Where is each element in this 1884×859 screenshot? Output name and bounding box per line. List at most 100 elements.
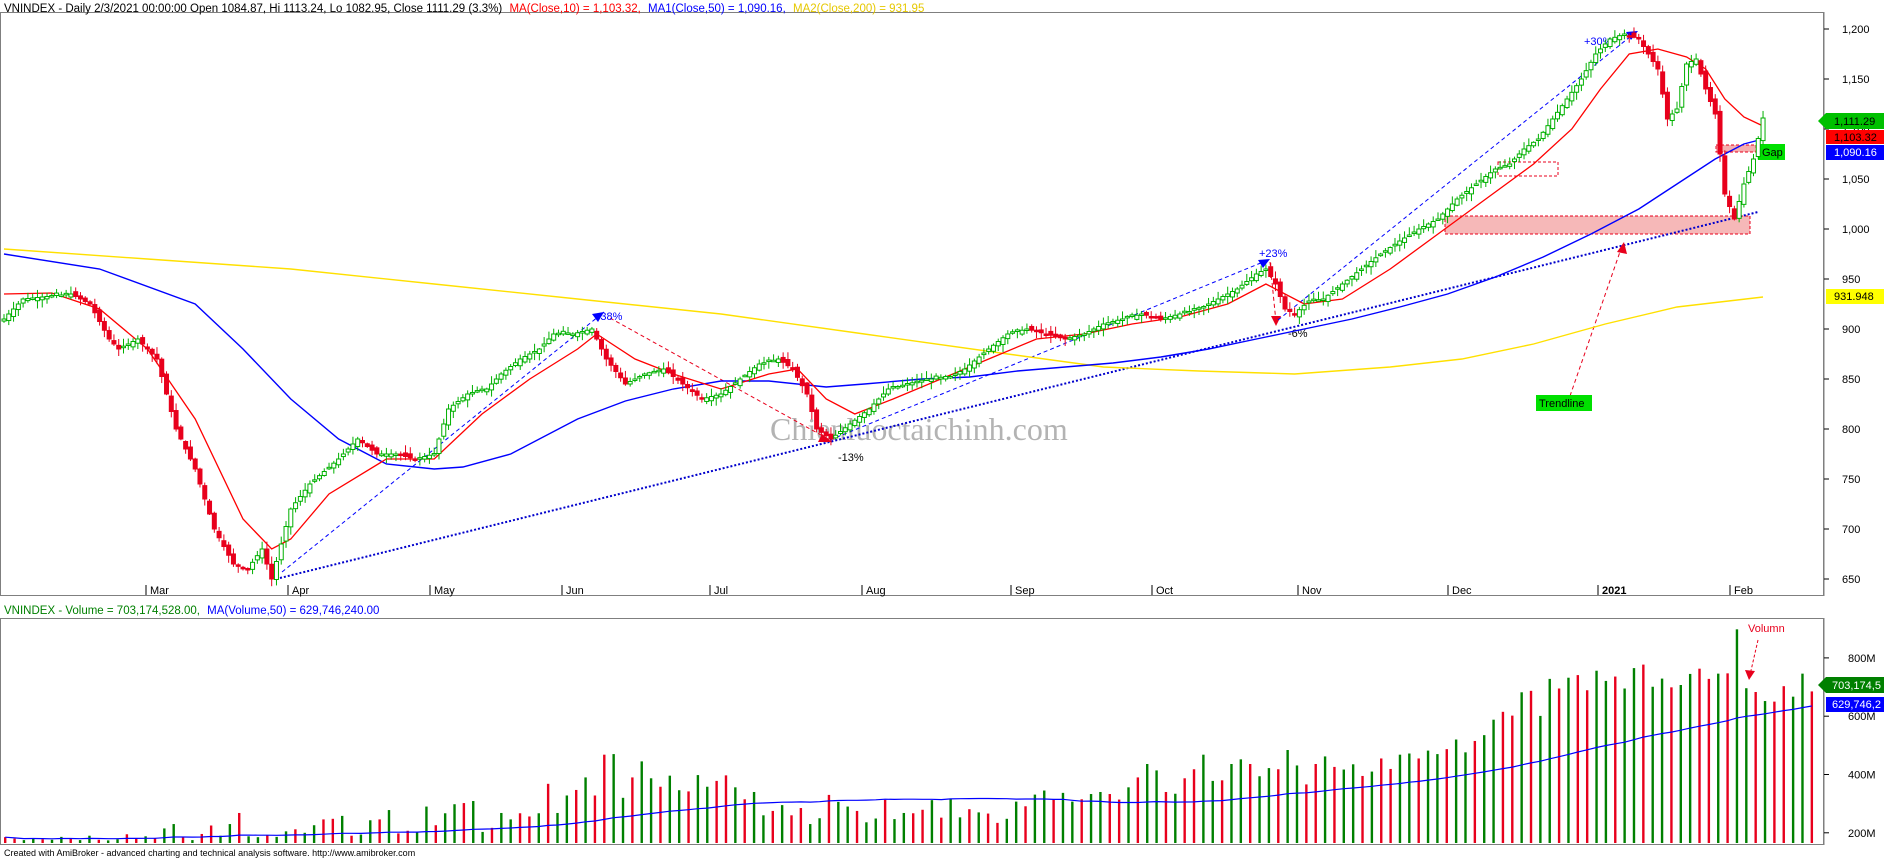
candle-body: [1124, 315, 1130, 319]
volume-bar: [369, 820, 372, 843]
candle-body: [412, 458, 418, 461]
candle-body: [1664, 91, 1670, 120]
candle-body: [484, 388, 490, 393]
volume-bar: [809, 824, 812, 843]
candle-body: [866, 408, 872, 416]
volume-bar: [1183, 778, 1186, 843]
volume-bar: [649, 778, 653, 843]
candle-body: [689, 389, 695, 393]
candle-body: [307, 483, 313, 494]
close-tag-bg: [1818, 113, 1884, 129]
volume-bar: [874, 818, 877, 843]
volume-ma-tag-bg: [1826, 697, 1884, 712]
volume-bar: [462, 803, 466, 843]
candle-body: [125, 343, 131, 346]
candle-body: [708, 396, 714, 402]
candle-body: [1191, 308, 1197, 311]
candle-body: [646, 372, 652, 376]
candle-body: [1186, 311, 1192, 314]
ma200-tag: 931.948: [1834, 291, 1874, 303]
candle-body: [718, 393, 724, 398]
candle-body: [1153, 316, 1159, 319]
candle-body: [555, 332, 561, 336]
volume-bar: [1333, 766, 1336, 843]
wave-arrow-38: [281, 311, 605, 573]
candle-body: [216, 530, 222, 539]
candle-body: [1387, 247, 1393, 254]
gap-label-bg: [1758, 144, 1785, 160]
candle-body: [364, 443, 370, 447]
volume-bar: [1557, 688, 1561, 843]
volume-bar: [78, 840, 82, 843]
candle-body: [1249, 277, 1255, 282]
candle-body: [1311, 298, 1317, 302]
candle-body: [1760, 117, 1766, 142]
candle-body: [6, 313, 12, 322]
candle-body: [1449, 203, 1455, 212]
candle-body: [1363, 264, 1369, 268]
candle-body: [1612, 36, 1618, 43]
volume-bar: [1127, 787, 1130, 843]
volume-bar: [1370, 771, 1374, 843]
candle-body: [1053, 333, 1059, 338]
ma50-tag-bg: [1826, 145, 1884, 160]
candle-body: [651, 370, 657, 374]
candle-body: [379, 453, 385, 457]
candlesticks: [1, 27, 1766, 587]
candle-body: [436, 438, 442, 454]
volume-bar: [1623, 688, 1626, 843]
volume-bar: [378, 819, 381, 843]
volume-bar: [443, 813, 447, 843]
candle-body: [1402, 237, 1408, 243]
candle-body: [828, 433, 834, 440]
candle-body: [1626, 35, 1632, 38]
candle-body: [584, 329, 590, 335]
candle-body: [1445, 208, 1451, 217]
candle-body: [517, 358, 523, 367]
volume-bar: [106, 840, 110, 843]
volume-bar: [1520, 692, 1523, 843]
candle-body: [814, 409, 820, 430]
candle-body: [1038, 329, 1044, 334]
volume-bar: [284, 831, 288, 843]
candle-body: [355, 438, 361, 447]
volume-bar: [1492, 719, 1495, 843]
volume-bar: [1454, 739, 1458, 843]
volume-bar: [359, 834, 363, 843]
volume-axis-ticks: 200M 400M 600M 800M: [1824, 653, 1876, 840]
volume-bar: [940, 817, 943, 843]
candle-body: [479, 388, 485, 392]
candle-body: [1555, 111, 1560, 120]
footer-credit: Created with AmiBroker - advanced charti…: [4, 848, 415, 858]
candle-body: [1583, 70, 1589, 78]
volume-bar: [275, 836, 278, 843]
volume-bar: [60, 836, 63, 843]
candle-body: [541, 343, 547, 347]
volume-bar: [1286, 750, 1289, 843]
volume-bar: [677, 790, 681, 843]
volume-bar: [490, 827, 494, 843]
volume-bar: [1567, 677, 1570, 843]
candle-body: [861, 412, 867, 418]
candle-body: [1215, 298, 1221, 305]
volume-bar: [1295, 765, 1299, 843]
candle-body: [924, 378, 930, 381]
volume-bar: [172, 824, 175, 843]
volume-bar: [135, 838, 138, 843]
candle-body: [178, 426, 184, 440]
label-plus23: +23%: [1259, 248, 1288, 260]
candle-body: [30, 297, 36, 300]
volume-bar: [968, 809, 971, 843]
candle-body: [460, 397, 466, 402]
candle-body: [1120, 318, 1126, 321]
volume-bar: [846, 806, 849, 843]
candle-body: [192, 458, 198, 470]
candle-body: [336, 458, 342, 466]
candle-body: [919, 379, 925, 383]
candle-body: [589, 328, 595, 333]
volume-bar: [350, 835, 353, 843]
volume-bar: [1511, 715, 1514, 843]
candle-body: [111, 340, 117, 345]
volume-bar: [238, 812, 241, 843]
